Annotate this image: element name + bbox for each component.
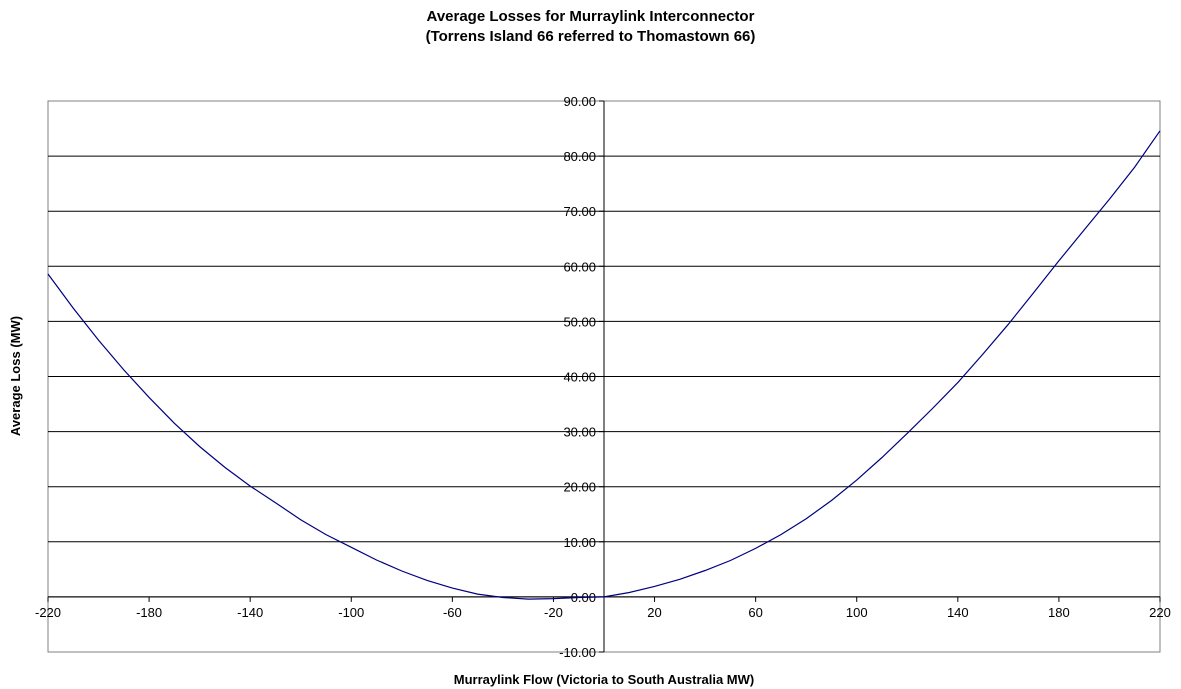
- y-tick-label: 50.00: [563, 314, 596, 329]
- chart-title: Average Losses for Murraylink Interconne…: [426, 8, 755, 25]
- y-tick-label: -10.00: [559, 645, 596, 660]
- y-tick-label: 10.00: [563, 535, 596, 550]
- y-tick-label: 90.00: [563, 94, 596, 109]
- x-tick-labels: -220 -180 -140 -100 -60 -20 20 60 100 140 180 220: [35, 605, 1171, 620]
- x-tick-label: 220: [1149, 605, 1171, 620]
- x-tick-label: 20: [647, 605, 661, 620]
- x-tick-label: 100: [846, 605, 868, 620]
- y-tick-label: 70.00: [563, 204, 596, 219]
- x-tick-label: 60: [748, 605, 762, 620]
- series-line: [47, 130, 1161, 600]
- chart-subtitle: (Torrens Island 66 referred to Thomastow…: [425, 28, 756, 45]
- x-tick-label: -20: [544, 605, 563, 620]
- y-tick-label: 60.00: [563, 259, 596, 274]
- y-tick-label: 80.00: [563, 149, 596, 164]
- y-tick-label: 30.00: [563, 425, 596, 440]
- y-tick-label: 20.00: [563, 480, 596, 495]
- x-axis-label: Murraylink Flow (Victoria to South Austr…: [454, 672, 754, 687]
- y-tick-label: 40.00: [563, 370, 596, 385]
- x-tick-label: -100: [338, 605, 364, 620]
- chart-title-block: Average Losses for Murraylink Interconne…: [0, 7, 1181, 47]
- x-tick-label: -180: [136, 605, 162, 620]
- y-tick-labels: 90.00 80.00 70.00 60.00 50.00 40.00 30.00 20.00…: [559, 94, 596, 660]
- x-tick-label: -220: [35, 605, 61, 620]
- x-tick-label: -60: [443, 605, 462, 620]
- x-tick-label: 180: [1048, 605, 1070, 620]
- y-axis-label: Average Loss (MW): [8, 316, 23, 436]
- series-group: [47, 130, 1161, 600]
- x-tick-label: -140: [237, 605, 263, 620]
- x-tick-label: 140: [947, 605, 969, 620]
